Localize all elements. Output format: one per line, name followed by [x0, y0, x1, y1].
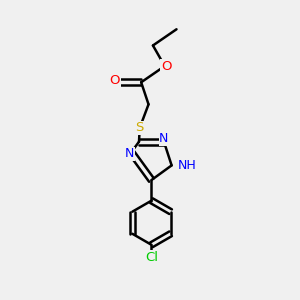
Text: NH: NH: [178, 159, 197, 172]
Text: O: O: [161, 60, 171, 73]
Text: Cl: Cl: [145, 251, 158, 264]
Text: N: N: [159, 132, 169, 145]
Text: S: S: [136, 122, 144, 134]
Text: O: O: [110, 74, 120, 87]
Text: N: N: [125, 147, 134, 160]
